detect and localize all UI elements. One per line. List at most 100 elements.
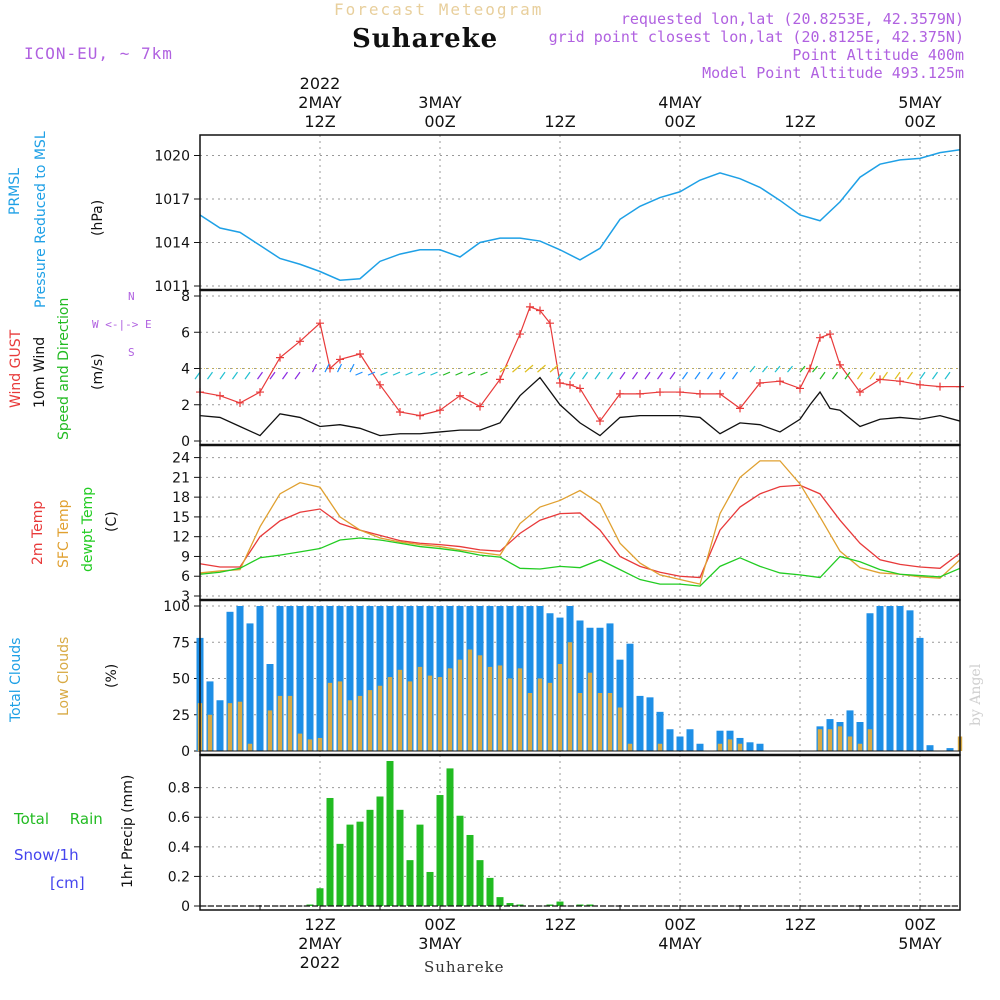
precip-bar: [366, 809, 374, 906]
y-tick-label: 0.2: [168, 869, 190, 885]
requested-coords: requested lon,lat (20.8253E, 42.3579N): [620, 10, 964, 28]
bottom-time-label: 00Z: [424, 915, 455, 934]
precip-bar: [556, 901, 564, 906]
bottom-time-label: 00Z: [904, 915, 935, 934]
wind-gust-point: [536, 306, 544, 315]
low-cloud-bar: [717, 743, 723, 751]
low-cloud-bar: [347, 700, 353, 751]
total-cloud-bar: [636, 695, 644, 751]
precip-bar: [336, 843, 344, 906]
wind-direction-arrow: [719, 371, 726, 380]
low-cloud-bar: [547, 682, 553, 751]
wind-direction-arrow: [380, 371, 388, 376]
wind-direction-arrow: [774, 365, 781, 373]
wind-direction-arrow: [430, 371, 438, 376]
wind-direction-arrow: [732, 371, 738, 380]
precip-bar: [506, 903, 514, 906]
total-cloud-bar: [906, 610, 914, 751]
wind-gust-point: [896, 377, 904, 386]
compass-we: W <-|-> E: [92, 318, 152, 331]
low-cloud-bar: [727, 739, 733, 751]
wind-direction-arrow: [907, 371, 913, 380]
wind-gust-point: [876, 375, 884, 384]
wind-direction-arrow: [707, 371, 713, 380]
precip-bar: [346, 824, 354, 906]
total-cloud-bar: [846, 710, 854, 751]
panel-frame: [199, 134, 961, 291]
snow-label: Snow/1h: [14, 846, 79, 864]
low-cloud-bar: [387, 677, 393, 751]
wind-direction-arrow: [919, 371, 926, 380]
total-cloud-bar: [876, 606, 884, 751]
y-tick-label: 50: [172, 672, 190, 688]
wind-direction-arrow: [537, 364, 546, 373]
low-cloud-bar: [317, 737, 323, 751]
total-cloud-bar: [626, 643, 634, 751]
low-cloud-bar: [367, 690, 373, 751]
wind-direction-arrow: [194, 371, 201, 380]
total-cloud-bar: [236, 606, 244, 751]
precip-bar: [356, 821, 364, 906]
y-tick-label: 6: [181, 325, 190, 341]
top-time-label: 00Z: [424, 112, 455, 131]
low-cloud-bar: [847, 736, 853, 751]
total-cloud-bar: [256, 606, 264, 751]
wind-gust-point: [816, 333, 824, 342]
wind-gust-point: [276, 353, 284, 362]
total-cloud-bar: [546, 613, 554, 751]
total-cloud-bar: [366, 606, 374, 751]
low-cloud-bar: [517, 668, 523, 751]
low-cloud-bar: [527, 693, 533, 751]
top-time-label: 5MAY: [898, 93, 942, 112]
low-cloud-bar: [447, 668, 453, 751]
bottom-time-label: 2MAY: [298, 934, 342, 953]
low-cloud-bar: [297, 733, 303, 751]
top-time-label: 2MAY: [298, 93, 342, 112]
wind-direction-arrow: [619, 371, 626, 380]
wind-gust-point: [716, 389, 724, 398]
low-cloud-bar: [467, 649, 473, 751]
wind-direction-arrow: [869, 371, 876, 380]
total-cloud-bar: [406, 606, 414, 751]
total-cloud-bar: [866, 613, 874, 751]
y-tick-label: 21: [172, 470, 190, 486]
wind-direction-arrow: [557, 371, 563, 380]
wind-direction-arrow: [232, 371, 238, 380]
compass-s: S: [128, 346, 135, 359]
wind-direction-arrow: [467, 371, 476, 376]
point-altitude: Point Altitude 400m: [792, 46, 964, 64]
total-cloud-bar: [336, 606, 344, 751]
y-tick-label: 1014: [154, 236, 190, 252]
bottom-time-label: 5MAY: [898, 934, 942, 953]
wind-gust-point: [776, 377, 784, 386]
model-name: ICON-EU, ~ 7km: [24, 44, 173, 63]
wind-gust-point: [826, 330, 834, 339]
total-cloud-bar: [226, 611, 234, 751]
wind-direction-arrow: [442, 371, 451, 376]
bottom-time-label: 12Z: [304, 915, 335, 934]
wind-gust-point: [736, 404, 744, 413]
wind-direction-arrow: [857, 371, 863, 380]
wind-direction-arrow: [762, 365, 768, 373]
wind-gust-point: [336, 355, 344, 364]
precip-bar: [306, 904, 314, 906]
bottom-time-label: 3MAY: [418, 934, 462, 953]
total-cloud-bar: [526, 606, 534, 751]
wind-gust-point: [916, 380, 924, 389]
wind-direction-arrow: [669, 371, 676, 380]
low-cloud-bar: [577, 693, 583, 751]
total-cloud-bar: [746, 742, 754, 751]
compass-rose: N W <-|-> E S: [92, 290, 172, 360]
wind-direction-arrow: [269, 371, 276, 380]
total-cloud-bar: [606, 623, 614, 751]
total-cloud-bar: [306, 606, 314, 751]
wind-direction-arrow: [569, 371, 576, 380]
low-cloud-bar: [557, 664, 563, 751]
total-cloud-bar: [656, 711, 664, 751]
wind-gust-point: [616, 389, 624, 398]
low-cloud-bar: [477, 655, 483, 751]
dewpt-line: [199, 537, 961, 587]
wind-direction-arrow: [367, 371, 376, 376]
wind-direction-arrow: [324, 363, 330, 373]
